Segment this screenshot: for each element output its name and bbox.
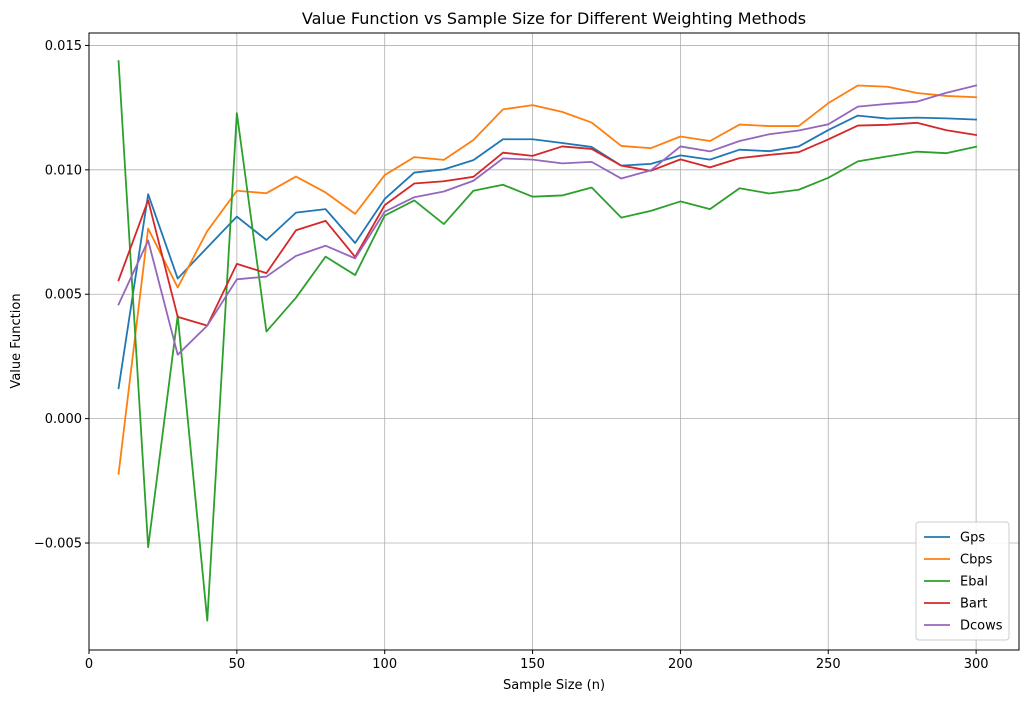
x-axis-ticks: 0 50 100 150 200 250 300 <box>85 650 989 672</box>
series-line-cbps <box>117 84 978 475</box>
series-line-ebal <box>117 60 978 622</box>
y-tick-label: 0.010 <box>45 163 82 178</box>
legend-label: Bart <box>960 597 987 612</box>
series-lines <box>117 60 978 622</box>
x-axis-label: Sample Size (n) <box>503 678 605 693</box>
y-tick-label: 0.005 <box>45 288 82 303</box>
y-tick-label: 0.000 <box>45 412 82 427</box>
x-tick-label: 50 <box>229 657 246 672</box>
legend-label: Cbps <box>960 553 993 568</box>
x-tick-label: 250 <box>816 657 841 672</box>
legend-label: Ebal <box>960 575 988 590</box>
series-line-bart <box>117 121 978 327</box>
x-tick-label: 0 <box>85 657 93 672</box>
y-tick-label: −0.005 <box>34 537 82 552</box>
legend-label: Gps <box>960 531 985 546</box>
legend: Gps Cbps Ebal Bart Dcows <box>915 521 1010 641</box>
x-tick-label: 200 <box>668 657 693 672</box>
y-axis-ticks: −0.005 0.000 0.005 0.010 0.015 <box>34 39 89 552</box>
legend-box <box>915 521 1010 641</box>
chart-title: Value Function vs Sample Size for Differ… <box>302 9 806 28</box>
x-tick-label: 300 <box>964 657 989 672</box>
series-line-gps <box>117 114 978 390</box>
plot-area-frame <box>88 32 1020 651</box>
y-tick-label: 0.015 <box>45 39 82 54</box>
x-tick-label: 100 <box>372 657 397 672</box>
x-tick-label: 150 <box>520 657 545 672</box>
series-line-dcows <box>117 84 978 356</box>
legend-label: Dcows <box>960 619 1003 634</box>
y-axis-label: Value Function <box>9 293 24 388</box>
